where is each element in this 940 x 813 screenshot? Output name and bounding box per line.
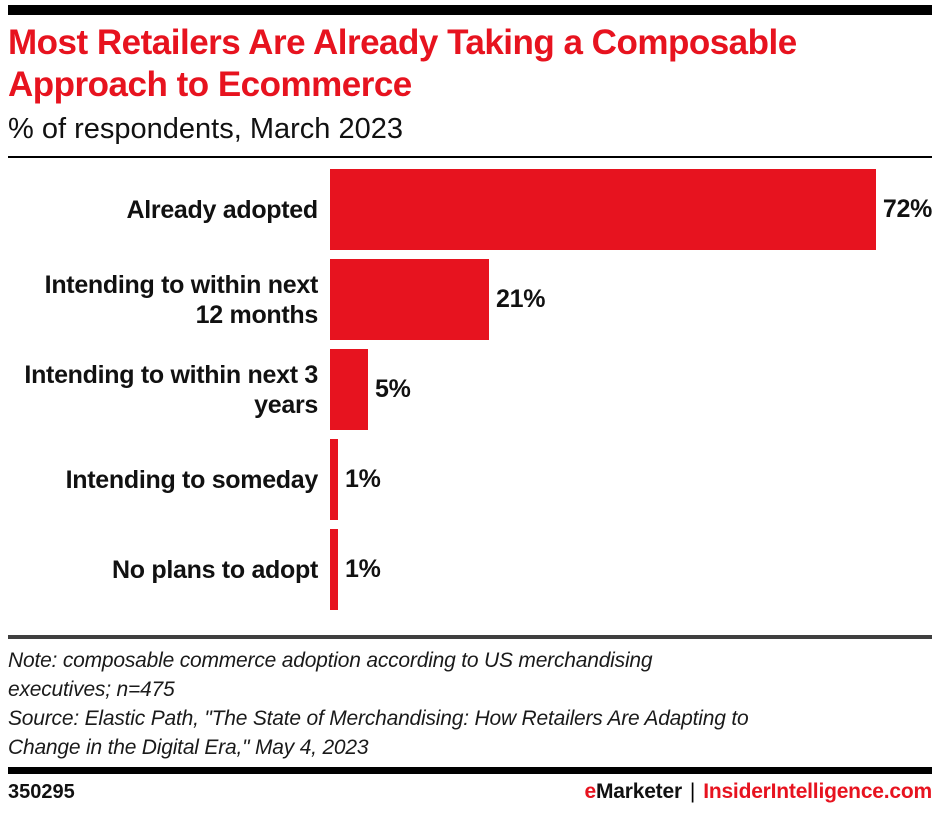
bar-track: 5% [330,349,932,430]
bar [330,439,338,520]
bar-row: No plans to adopt 1% [8,529,932,610]
category-label: Already adopted [126,195,318,224]
brand-lockup: eMarketer | InsiderIntelligence.com [584,780,932,804]
bar-row: Intending to within next 3 years 5% [8,349,932,430]
brand-emarketer-name: Marketer [595,780,682,803]
bar-row: Intending to someday 1% [8,439,932,520]
chart-id: 350295 [8,780,75,803]
value-label: 72% [882,195,932,223]
chart-title: Most Retailers Are Already Taking a Comp… [8,23,797,104]
chart-subtitle: % of respondents, March 2023 [8,113,403,145]
bar-row: Already adopted 72% [8,169,932,250]
brand-emarketer-e: e [584,780,596,803]
value-label: 1% [345,555,381,583]
chart-page: Most Retailers Are Already Taking a Comp… [0,5,940,804]
source-line: Source: Elastic Path, "The State of Merc… [8,707,749,730]
category-label: Intending to within next 12 months [44,270,319,329]
bar-track: 1% [330,529,932,610]
bar-track: 21% [330,259,932,340]
bar-row: Intending to within next 12 months 21% [8,259,932,340]
value-label: 5% [375,375,411,403]
bar [329,169,876,250]
top-black-bar [8,5,932,15]
bar-track: 1% [330,439,932,520]
header-divider [8,156,932,158]
brand-separator: | [689,780,696,803]
bar-chart: Already adopted 72% Intending to within ne… [8,158,932,610]
bar-rows: Already adopted 72% Intending to within ne… [8,169,932,610]
bar [330,259,489,340]
note-divider [8,635,932,639]
bar-track: 72% [329,169,932,250]
source-line: Change in the Digital Era," May 4, 2023 [8,736,369,759]
category-label: Intending to within next 3 years [24,360,318,419]
note-block: Note: composable commerce adoption accor… [8,646,932,762]
brand-site-link: InsiderIntelligence.com [703,780,932,803]
category-label: No plans to adopt [112,555,318,584]
value-label: 21% [496,285,546,313]
category-label: Intending to someday [65,465,319,494]
bar [330,529,338,610]
value-label: 1% [345,465,381,493]
footer: 350295 eMarketer | InsiderIntelligence.com [8,780,932,804]
bar [330,349,368,430]
footer-black-bar [8,767,932,774]
note-line: executives; n=475 [8,678,175,701]
note-line: Note: composable commerce adoption accor… [8,649,653,672]
